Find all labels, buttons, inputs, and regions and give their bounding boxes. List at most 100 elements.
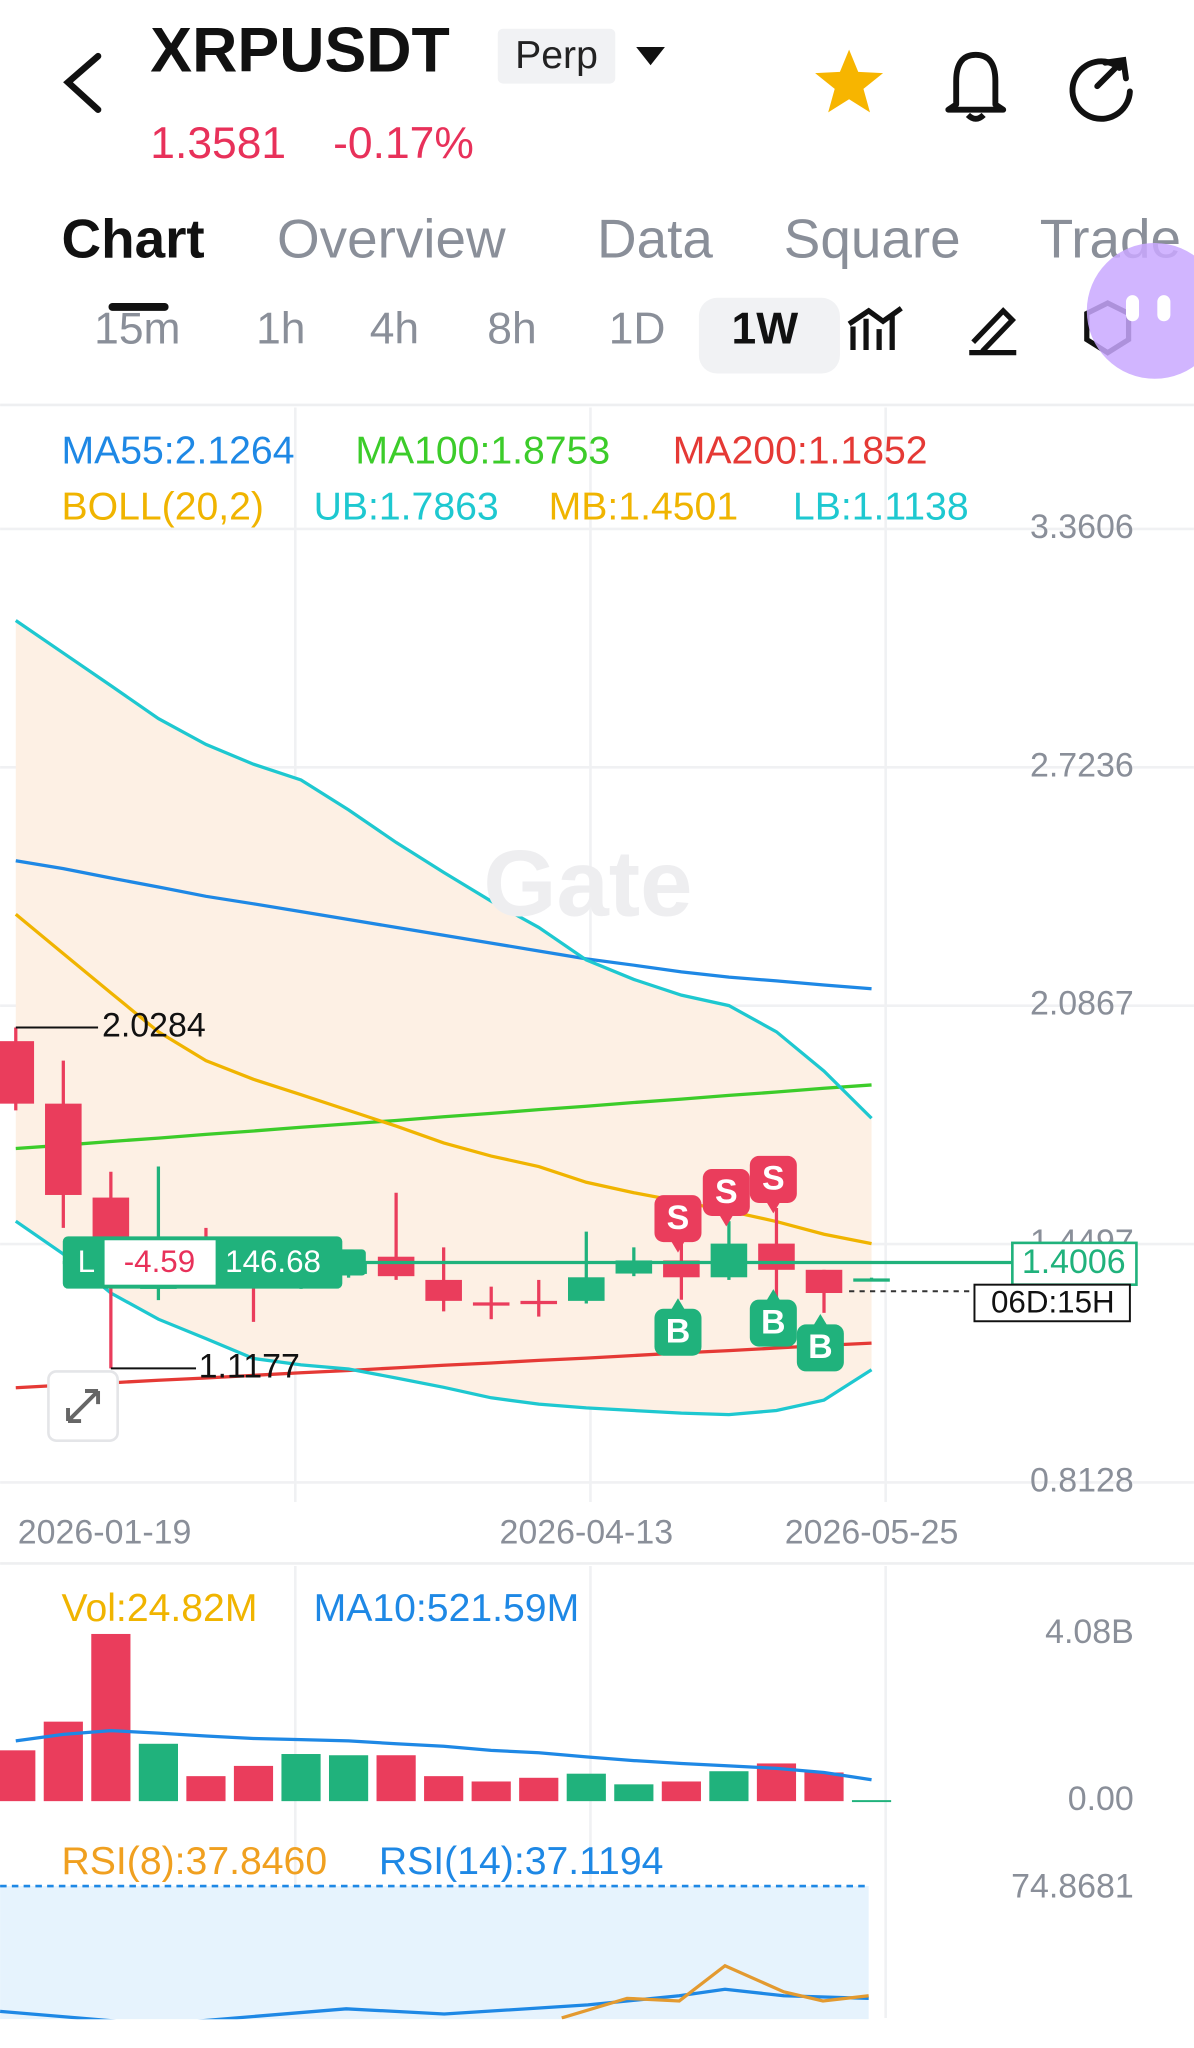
candle-body bbox=[92, 1197, 130, 1241]
rsi8-line bbox=[561, 1963, 869, 2020]
candle-body bbox=[805, 1269, 843, 1294]
volume-tick-label: 4.08B bbox=[1045, 1613, 1134, 1651]
expand-icon bbox=[66, 1389, 101, 1424]
volume-bar bbox=[614, 1784, 654, 1802]
rsi-tick-label: 74.8681 bbox=[1011, 1868, 1134, 1906]
trade-marker-pointer bbox=[765, 1200, 782, 1214]
assistant-bubble[interactable] bbox=[1086, 242, 1194, 379]
y-tick-label: 0.8128 bbox=[1030, 1461, 1134, 1499]
volume-bar bbox=[328, 1755, 369, 1802]
trade-marker-pointer bbox=[670, 1239, 686, 1253]
tab[interactable]: Data bbox=[597, 207, 713, 269]
share-icon[interactable] bbox=[1069, 58, 1133, 122]
trade-marker bbox=[749, 1155, 797, 1203]
legend-entry: MA55:2.1264 bbox=[61, 430, 294, 473]
volume-bar bbox=[424, 1776, 464, 1802]
trade-marker-pointer bbox=[765, 1289, 782, 1303]
volume-bar bbox=[233, 1765, 274, 1802]
candle-body bbox=[853, 1278, 890, 1282]
last-price-label: 1.4006 bbox=[1022, 1243, 1126, 1281]
last-price: 1.3581 bbox=[150, 119, 286, 168]
candle-body bbox=[758, 1243, 795, 1270]
boll-label: BOLL(20,2) bbox=[61, 486, 264, 529]
volume-chart: 4.08B 0.00 bbox=[0, 1566, 1134, 2018]
interval[interactable]: 1D bbox=[609, 304, 666, 353]
volume-bar bbox=[661, 1781, 701, 1802]
interval[interactable]: 15m bbox=[94, 304, 180, 353]
volume-bar bbox=[0, 1750, 36, 1802]
symbol: XRPUSDT bbox=[150, 15, 450, 85]
volume-label: Vol:24.82M bbox=[61, 1587, 257, 1630]
trade-marker-pointer bbox=[718, 1213, 735, 1227]
alert-bell[interactable] bbox=[945, 51, 1007, 122]
volume-bar bbox=[851, 1800, 892, 1803]
volume-ma-label: MA10:521.59M bbox=[314, 1587, 580, 1630]
position-pnl-box bbox=[104, 1240, 216, 1285]
x-tick-label: 2026-04-13 bbox=[499, 1514, 673, 1552]
volume-bar bbox=[186, 1776, 226, 1802]
trade-marker bbox=[654, 1195, 702, 1243]
candle-body bbox=[568, 1277, 605, 1301]
interval[interactable]: 4h bbox=[370, 304, 419, 353]
tab[interactable]: Chart bbox=[61, 207, 204, 269]
high-marker-label: 2.0284 bbox=[102, 1007, 206, 1045]
watermark: Gate bbox=[483, 831, 692, 936]
bottom-edge bbox=[0, 2019, 1194, 2048]
interval-selected-bg bbox=[698, 297, 840, 374]
price-change: -0.17% bbox=[333, 119, 474, 168]
legend-entry: LB:1.1138 bbox=[793, 486, 969, 529]
candle-body bbox=[425, 1279, 462, 1301]
volume-bar bbox=[138, 1743, 178, 1802]
volume-bar bbox=[519, 1777, 559, 1802]
interval[interactable]: 8h bbox=[487, 304, 536, 353]
candle-body bbox=[520, 1300, 558, 1305]
tab[interactable]: Square bbox=[784, 207, 961, 269]
interval[interactable]: 1h bbox=[256, 304, 305, 353]
volume-bar bbox=[91, 1633, 131, 1802]
position-side: L bbox=[78, 1244, 95, 1279]
trade-marker bbox=[654, 1308, 702, 1356]
indicator-line bbox=[15, 1083, 872, 1151]
interval[interactable]: 1W bbox=[732, 304, 799, 353]
legend-entry: MB:1.4501 bbox=[549, 486, 738, 529]
dropdown-icon[interactable] bbox=[636, 47, 665, 66]
volume-tick-label: 0.00 bbox=[1068, 1780, 1134, 1818]
countdown-box bbox=[973, 1283, 1131, 1323]
countdown-label: 06D:15H bbox=[991, 1285, 1115, 1320]
trade-marker-label: S bbox=[762, 1160, 785, 1198]
draw-icon[interactable] bbox=[969, 307, 1017, 356]
rsi-band bbox=[0, 1886, 869, 2020]
trade-marker-label: B bbox=[761, 1303, 786, 1341]
volume-bar bbox=[804, 1772, 844, 1802]
y-tick-label: 2.7236 bbox=[1030, 746, 1134, 784]
candle-body bbox=[663, 1260, 700, 1278]
price-chart: 0.81281.44972.08672.72363.36062026-01-19… bbox=[0, 407, 1194, 1552]
volume-bar bbox=[281, 1754, 321, 1802]
volume-ma-line bbox=[15, 1729, 872, 1782]
legend-entry: UB:1.7863 bbox=[314, 486, 499, 529]
volume-bar bbox=[471, 1781, 511, 1802]
position-pnl: -4.59 bbox=[124, 1244, 195, 1279]
legend-entry: MA100:1.8753 bbox=[355, 430, 610, 473]
tab-indicator bbox=[108, 303, 169, 311]
rsi8-label: RSI(8):37.8460 bbox=[61, 1840, 327, 1883]
indicator-icon[interactable] bbox=[847, 306, 903, 351]
rsi14-label: RSI(14):37.1194 bbox=[379, 1840, 664, 1883]
tab[interactable]: Overview bbox=[277, 207, 506, 269]
candle-body bbox=[472, 1302, 510, 1306]
trade-marker-pointer bbox=[812, 1313, 829, 1328]
back-button[interactable] bbox=[63, 52, 102, 113]
contract-type[interactable]: Perp bbox=[515, 34, 598, 77]
assistant-eye bbox=[1157, 295, 1171, 322]
x-tick-label: 2026-05-25 bbox=[785, 1514, 959, 1552]
trade-marker-label: B bbox=[666, 1313, 691, 1351]
candle-body bbox=[377, 1256, 415, 1277]
indicator-line bbox=[14, 619, 873, 1120]
assistant-eye bbox=[1125, 295, 1140, 322]
volume-bar bbox=[709, 1771, 749, 1802]
trade-marker-label: S bbox=[667, 1199, 690, 1237]
volume-bar bbox=[566, 1773, 606, 1802]
favorite-star[interactable] bbox=[815, 49, 884, 113]
candle-body bbox=[45, 1103, 82, 1195]
